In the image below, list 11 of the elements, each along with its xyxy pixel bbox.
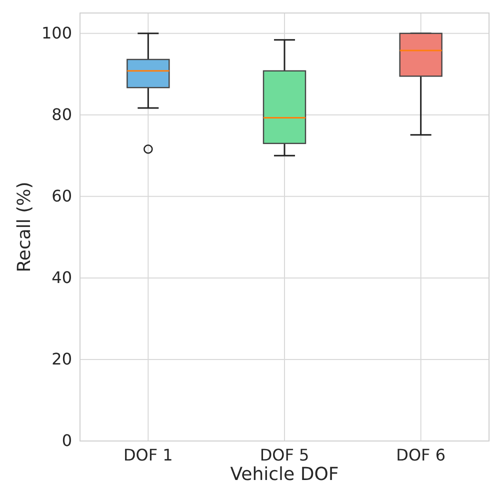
y-tick-label: 100 xyxy=(41,24,72,42)
x-tick-label: DOF 6 xyxy=(396,445,446,464)
x-tick-label: DOF 5 xyxy=(260,445,310,464)
y-axis-title: Recall (%) xyxy=(14,182,35,272)
y-tick-label: 80 xyxy=(52,105,72,124)
y-tick-label: 0 xyxy=(62,431,72,450)
y-tick-label: 60 xyxy=(52,186,72,206)
y-tick-label: 40 xyxy=(52,268,72,288)
x-tick-label: DOF 1 xyxy=(123,445,173,464)
y-tick-label: 20 xyxy=(52,350,72,369)
x-axis-title: Vehicle DOF xyxy=(230,464,339,485)
